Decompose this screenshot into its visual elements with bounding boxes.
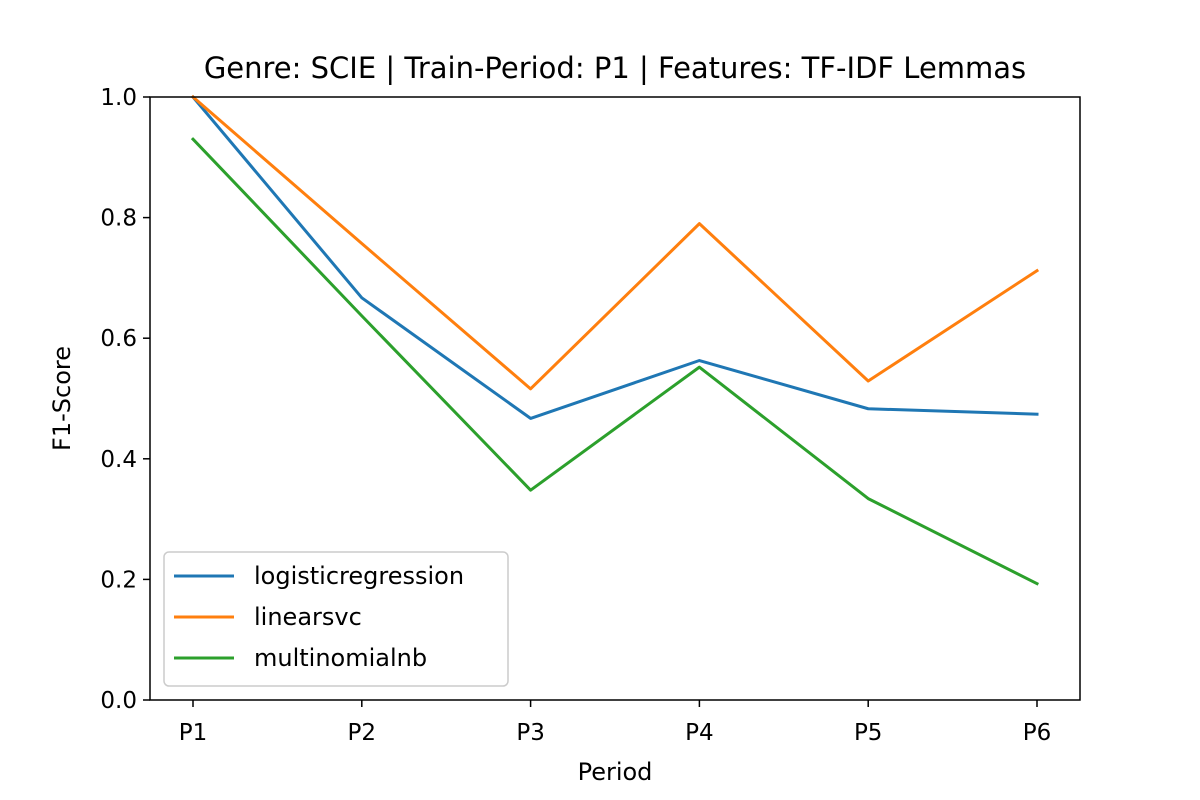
series-layer — [190, 94, 1040, 586]
y-tick-label: 0.4 — [100, 447, 137, 473]
y-axis-label: F1-Score — [48, 346, 76, 451]
legend-box — [163, 551, 509, 687]
y-tick-label: 1.0 — [100, 85, 137, 111]
legend: logisticregression linearsvc multinomialnb — [163, 551, 509, 687]
x-tick-label: P1 — [179, 720, 208, 746]
y-tick-label: 0.0 — [100, 688, 137, 714]
y-tick-label: 0.8 — [100, 206, 137, 232]
plot-frame — [149, 96, 1081, 701]
series-line-multinomialnb — [190, 137, 1040, 586]
x-axis-ticks: P1 P2 P3 P4 P5 P6 — [179, 700, 1052, 746]
y-axis-ticks: 0.0 0.2 0.4 0.6 0.8 1.0 — [100, 85, 150, 714]
chart-title: Genre: SCIE | Train-Period: P1 | Feature… — [204, 51, 1026, 85]
x-tick-label: P4 — [685, 720, 714, 746]
y-tick-label: 0.6 — [100, 326, 137, 352]
y-tick-label: 0.2 — [100, 567, 137, 593]
x-tick-label: P6 — [1023, 720, 1052, 746]
x-axis-label: Period — [578, 758, 653, 786]
legend-label-multinomialnb: multinomialnb — [254, 644, 427, 672]
series-line-linearsvc — [190, 94, 1040, 391]
x-tick-label: P5 — [854, 720, 883, 746]
series-line-logisticregression — [190, 94, 1039, 420]
x-tick-label: P2 — [348, 720, 377, 746]
legend-label-linearsvc: linearsvc — [254, 603, 362, 631]
legend-label-logisticregression: logisticregression — [254, 562, 464, 590]
x-tick-label: P3 — [516, 720, 545, 746]
